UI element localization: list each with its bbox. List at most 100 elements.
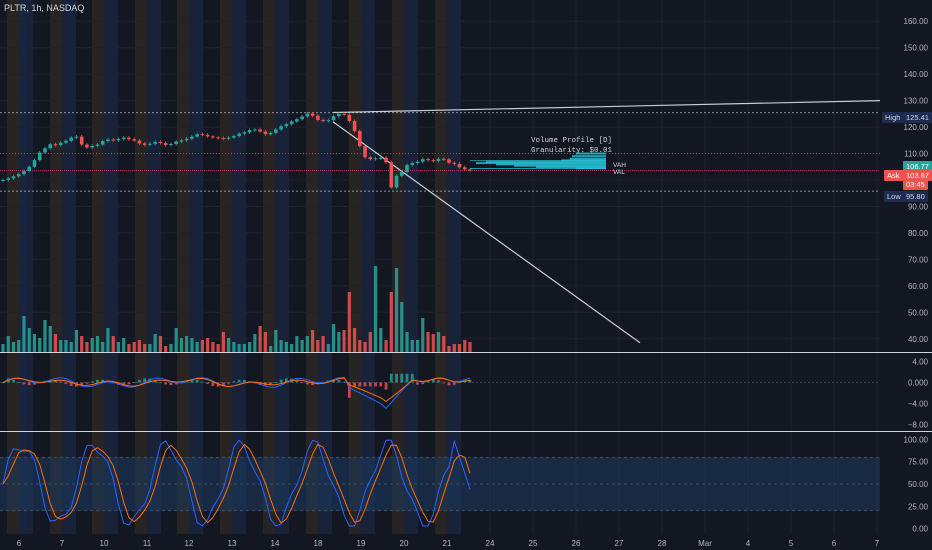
extended-hours-band — [392, 0, 404, 534]
volume-bar — [169, 344, 173, 352]
volume-bar — [101, 342, 105, 352]
candle-body — [132, 139, 136, 141]
volume-bar — [253, 334, 257, 352]
volume-bar — [326, 344, 330, 352]
macd-axis-label: −8.00 — [908, 421, 929, 430]
candle-body — [16, 174, 21, 177]
candle-body — [420, 159, 425, 162]
macd-histogram-bar — [437, 380, 440, 383]
candle-body — [43, 148, 47, 153]
session-shading — [7, 0, 461, 534]
volume-bar — [1, 344, 5, 352]
volume-bar — [394, 268, 399, 352]
volume-bar — [153, 334, 157, 352]
extended-hours-band — [135, 0, 147, 534]
volume-bar — [200, 340, 204, 352]
volume-bar — [148, 344, 152, 352]
macd-histogram-bar — [64, 382, 68, 384]
volume-profile-row — [514, 164, 606, 167]
macd-histogram-bar — [211, 382, 215, 386]
time-axis-label: 12 — [185, 539, 194, 548]
time-axis-label: 26 — [572, 539, 581, 548]
volume-bar — [32, 334, 37, 352]
macd-histogram-bar — [421, 382, 425, 385]
macd-histogram-bar — [358, 382, 362, 387]
candle-body — [27, 166, 32, 172]
time-axis-label: 19 — [357, 539, 366, 548]
macd-histogram-bar — [279, 379, 283, 383]
candle-body — [1, 180, 5, 181]
volume-bar — [263, 332, 267, 352]
candle-body — [447, 159, 451, 163]
candle-body — [378, 157, 383, 159]
macd-histogram-bar — [332, 379, 335, 383]
candle-body — [237, 133, 241, 137]
volume-profile-row — [536, 166, 606, 169]
premarket-band — [404, 0, 418, 534]
volume-bar — [6, 336, 10, 352]
symbol-label[interactable]: PLTR, 1h, NASDAQ — [4, 3, 85, 13]
ask-tag-label: Ask — [884, 170, 903, 181]
session-band — [19, 0, 25, 534]
volume-bar — [436, 332, 441, 352]
volume-bar — [421, 318, 425, 352]
macd-histogram-bar — [458, 382, 461, 383]
candle-body — [58, 142, 63, 146]
macd-histogram-bar — [143, 378, 147, 383]
macd-histogram-bar — [374, 382, 377, 387]
macd-histogram-bar — [269, 382, 273, 385]
volume-bar — [242, 344, 246, 352]
extended-hours-band — [263, 0, 275, 534]
candle-body — [310, 113, 315, 116]
macd-histogram-bar — [400, 373, 404, 383]
candle-body — [79, 136, 84, 145]
candle-body — [106, 139, 110, 142]
volume-bar — [468, 342, 472, 352]
volume-bar — [463, 340, 467, 352]
macd-histogram-bar — [337, 379, 341, 383]
price-axis-label: 120.00 — [904, 123, 929, 132]
candle-body — [32, 160, 37, 167]
candle-body — [352, 120, 357, 132]
volume-bar — [442, 336, 446, 352]
macd-histogram-bar — [426, 381, 430, 383]
volume-profile-row — [496, 163, 606, 166]
macd-histogram-bar — [347, 382, 351, 398]
extended-hours-band — [7, 0, 19, 534]
volume-bar — [17, 340, 21, 352]
candle-body — [415, 161, 420, 164]
price-axis-label: 80.00 — [908, 229, 929, 238]
volume-bar — [22, 316, 26, 352]
candle-body — [121, 137, 126, 139]
price-axis-label: 60.00 — [908, 282, 929, 291]
macd-histogram-bar — [410, 373, 414, 383]
countdown-tag: 03:45 — [903, 179, 928, 190]
time-axis-label: 21 — [443, 539, 452, 548]
premarket-band — [232, 0, 246, 534]
macd-histogram-bar — [389, 373, 393, 383]
time-axis-label: 11 — [143, 539, 152, 548]
volume-bar — [279, 340, 283, 352]
volume-bar — [452, 344, 456, 352]
macd-histogram-bar — [90, 381, 94, 383]
candle-body — [153, 141, 157, 144]
volume-bar — [337, 332, 341, 352]
volume-bar — [373, 266, 378, 352]
macd-histogram-bar — [96, 379, 99, 383]
volume-bar — [447, 346, 451, 352]
time-axis-label: 14 — [271, 539, 280, 548]
candle-body — [384, 157, 388, 163]
macd-histogram-bar — [442, 382, 446, 384]
vah-label: VAH — [613, 162, 626, 169]
volume-bar — [248, 342, 252, 352]
macd-histogram-bar — [227, 382, 231, 384]
volume-bar — [211, 342, 215, 352]
candle-body — [174, 141, 178, 145]
stoch-axis-label: 50.00 — [908, 480, 929, 489]
volume-profile-row — [570, 157, 606, 160]
volume-bar — [316, 340, 320, 352]
candle-body — [268, 132, 273, 135]
candle-body — [163, 142, 168, 146]
